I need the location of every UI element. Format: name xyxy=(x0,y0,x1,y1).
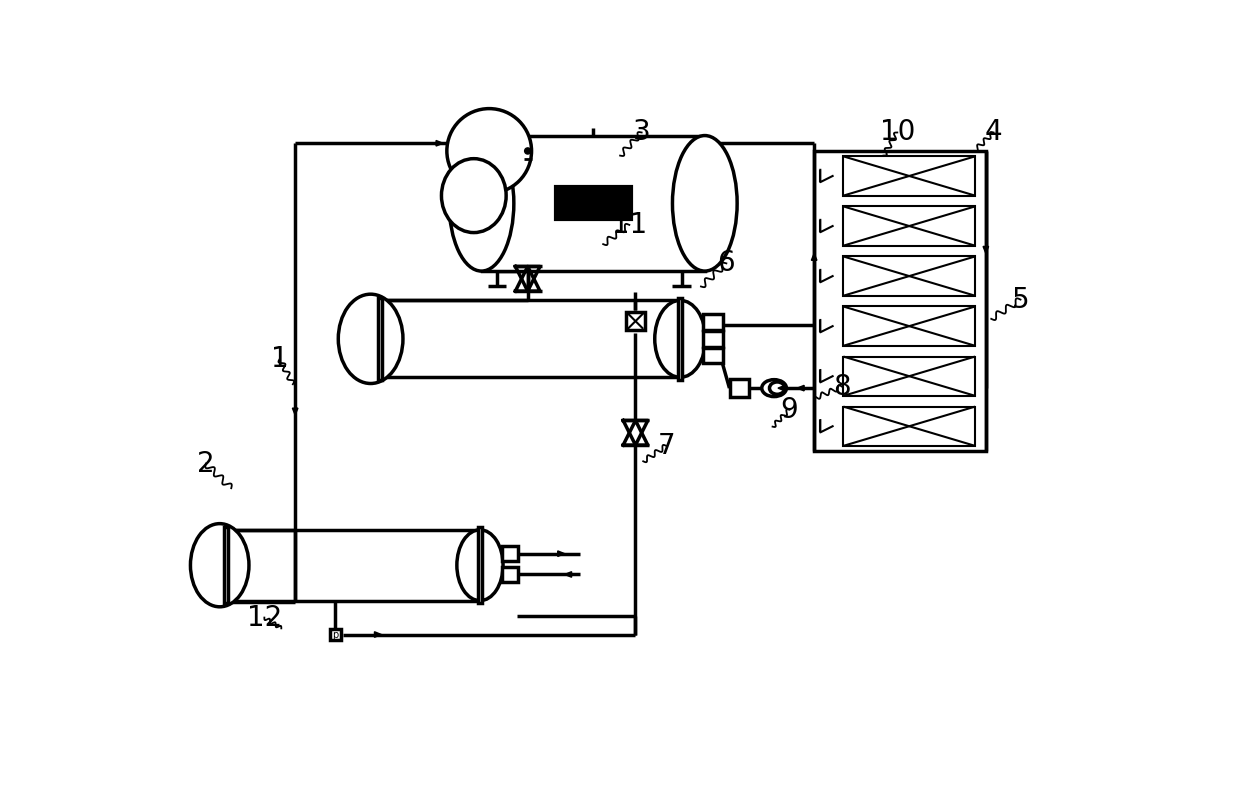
Bar xyxy=(843,357,975,396)
Bar xyxy=(501,546,518,561)
Bar xyxy=(703,348,723,364)
Ellipse shape xyxy=(339,295,403,384)
Bar xyxy=(377,298,382,380)
Bar xyxy=(843,206,975,246)
Bar xyxy=(223,528,228,603)
Bar xyxy=(330,629,341,640)
Circle shape xyxy=(525,148,531,154)
Bar xyxy=(678,298,682,380)
Ellipse shape xyxy=(456,530,503,601)
Bar xyxy=(843,306,975,345)
Text: 10: 10 xyxy=(879,119,915,146)
Bar xyxy=(481,135,704,271)
Text: 5: 5 xyxy=(1012,286,1029,314)
Text: 4: 4 xyxy=(985,119,1002,146)
Bar xyxy=(501,567,518,582)
Text: p: p xyxy=(332,630,339,639)
Text: 3: 3 xyxy=(632,119,651,146)
Text: 1: 1 xyxy=(272,345,289,373)
Ellipse shape xyxy=(761,380,786,396)
Polygon shape xyxy=(293,408,298,415)
Text: 9: 9 xyxy=(781,396,799,423)
Polygon shape xyxy=(564,572,572,577)
Polygon shape xyxy=(797,385,804,391)
Polygon shape xyxy=(436,140,443,146)
Polygon shape xyxy=(777,386,784,390)
Ellipse shape xyxy=(672,135,737,271)
Bar xyxy=(730,379,749,397)
Ellipse shape xyxy=(191,524,249,607)
Ellipse shape xyxy=(441,158,506,232)
Bar xyxy=(843,407,975,446)
Bar xyxy=(843,256,975,296)
Polygon shape xyxy=(374,632,382,638)
Bar xyxy=(815,151,986,451)
Ellipse shape xyxy=(770,382,785,394)
Text: 2: 2 xyxy=(197,450,215,478)
Bar xyxy=(703,331,723,346)
Ellipse shape xyxy=(655,300,706,377)
Polygon shape xyxy=(983,247,988,253)
Polygon shape xyxy=(558,551,564,556)
Bar xyxy=(554,186,631,220)
Text: 6: 6 xyxy=(718,249,735,277)
Bar xyxy=(703,314,723,330)
Ellipse shape xyxy=(449,135,513,271)
Text: 7: 7 xyxy=(657,432,675,460)
Bar xyxy=(477,528,482,603)
Ellipse shape xyxy=(446,108,532,193)
Text: 11: 11 xyxy=(611,211,647,239)
Text: 12: 12 xyxy=(247,603,281,631)
Polygon shape xyxy=(811,253,817,260)
Bar xyxy=(626,312,645,330)
Text: 8: 8 xyxy=(833,373,851,400)
Bar xyxy=(843,156,975,196)
Bar xyxy=(554,186,631,220)
